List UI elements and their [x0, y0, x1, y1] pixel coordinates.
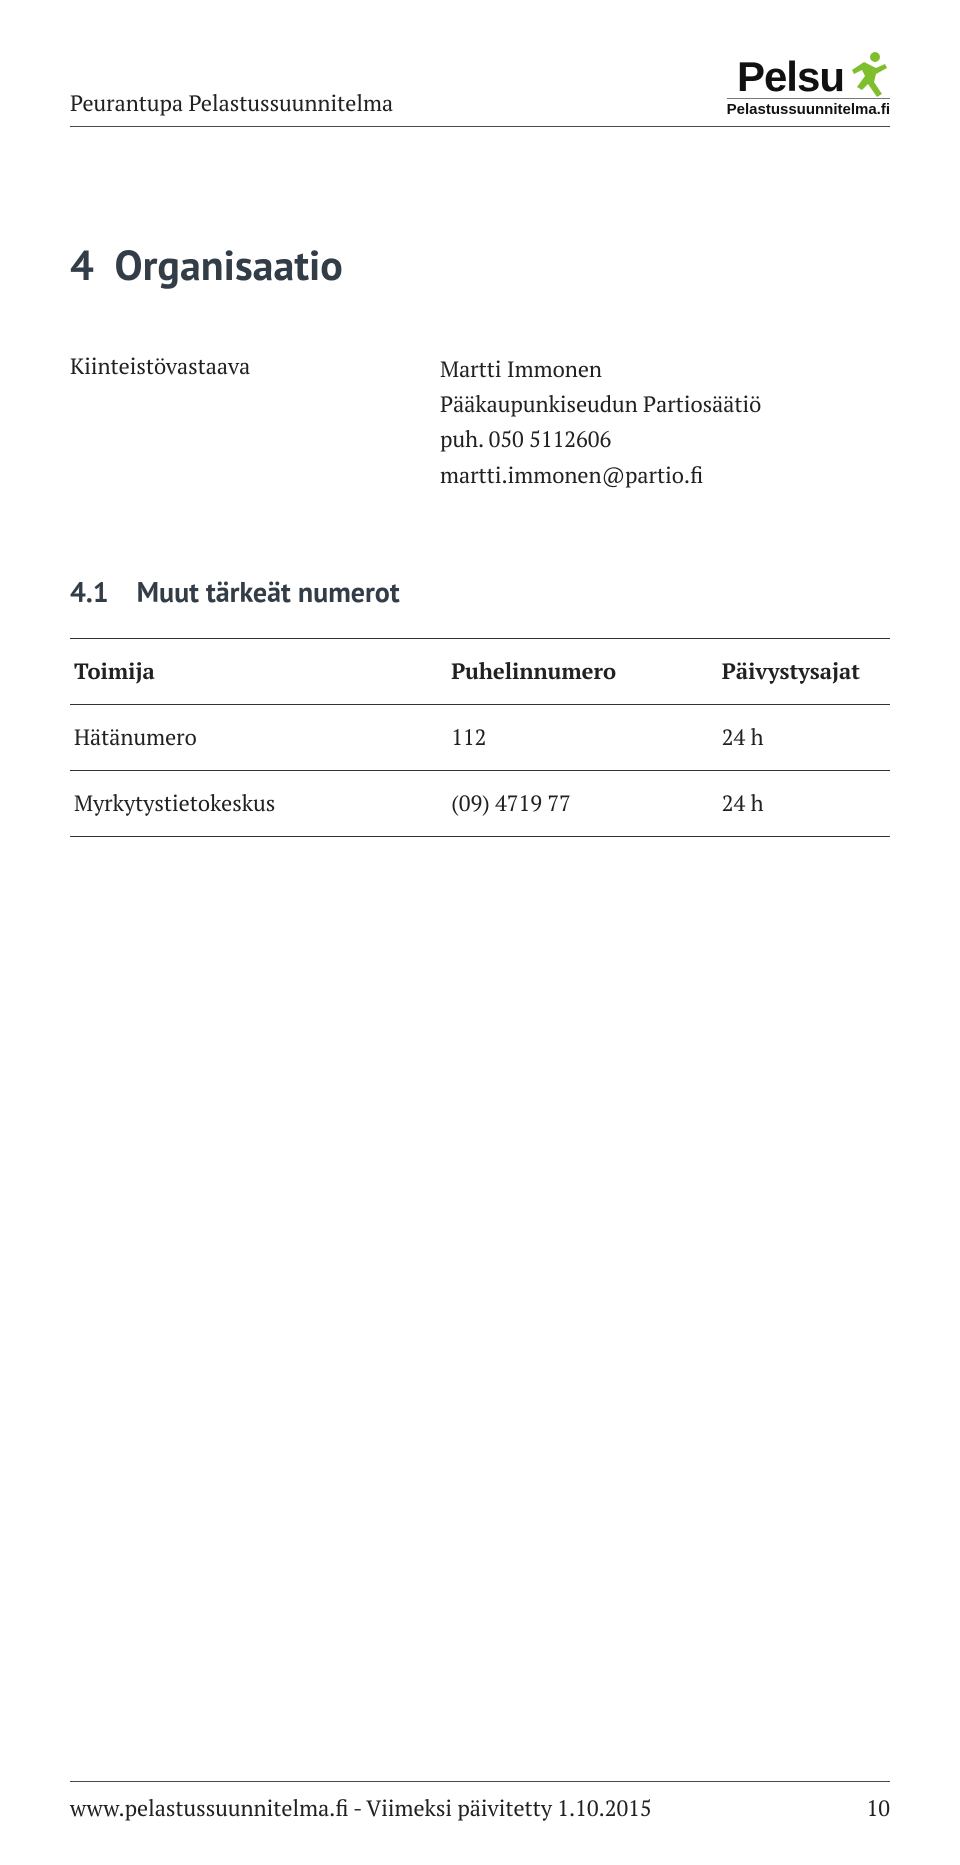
logo-subtitle: Pelastussuunnitelma.fi: [727, 98, 890, 118]
logo-row: Pelsu: [737, 50, 890, 98]
contact-email: martti.immonen@partio.fi: [440, 458, 761, 493]
running-man-icon: [848, 50, 890, 98]
contact-label: Kiinteistövastaava: [70, 352, 440, 493]
section-number: 4: [70, 237, 94, 292]
footer-left: www.pelastussuunnitelma.fi - Viimeksi pä…: [70, 1794, 652, 1823]
header-title: Peurantupa Pelastussuunnitelma: [70, 89, 393, 118]
section-heading: 4 Organisaatio: [70, 237, 890, 292]
subsection-title: Muut tärkeät numerot: [137, 573, 400, 610]
contact-phone: puh. 050 5112606: [440, 422, 761, 457]
th-puhelinnumero: Puhelinnumero: [447, 638, 718, 704]
cell-paivystysajat: 24 h: [718, 770, 890, 836]
section-title: Organisaatio: [115, 237, 343, 292]
cell-toimija: Hätänumero: [70, 704, 447, 770]
contact-org: Pääkaupunkiseudun Partiosäätiö: [440, 387, 761, 422]
th-paivystysajat: Päivystysajat: [718, 638, 890, 704]
page-footer: www.pelastussuunnitelma.fi - Viimeksi pä…: [70, 1781, 890, 1823]
important-numbers-table: Toimija Puhelinnumero Päivystysajat Hätä…: [70, 638, 890, 837]
cell-puhelinnumero: 112: [447, 704, 718, 770]
contact-value: Martti Immonen Pääkaupunkiseudun Partios…: [440, 352, 761, 493]
cell-paivystysajat: 24 h: [718, 704, 890, 770]
th-toimija: Toimija: [70, 638, 447, 704]
footer-page-number: 10: [867, 1794, 890, 1823]
logo: Pelsu Pelastussuunnitelma.fi: [727, 50, 890, 118]
cell-puhelinnumero: (09) 4719 77: [447, 770, 718, 836]
subsection-number: 4.1: [70, 573, 109, 610]
table-header-row: Toimija Puhelinnumero Päivystysajat: [70, 638, 890, 704]
contact-row: Kiinteistövastaava Martti Immonen Pääkau…: [70, 352, 890, 493]
contact-name: Martti Immonen: [440, 352, 761, 387]
subsection-heading: 4.1 Muut tärkeät numerot: [70, 573, 890, 610]
cell-toimija: Myrkytystietokeskus: [70, 770, 447, 836]
page-header: Peurantupa Pelastussuunnitelma Pelsu Pel…: [70, 50, 890, 127]
logo-text: Pelsu: [737, 56, 844, 98]
table-row: Hätänumero 112 24 h: [70, 704, 890, 770]
table-row: Myrkytystietokeskus (09) 4719 77 24 h: [70, 770, 890, 836]
